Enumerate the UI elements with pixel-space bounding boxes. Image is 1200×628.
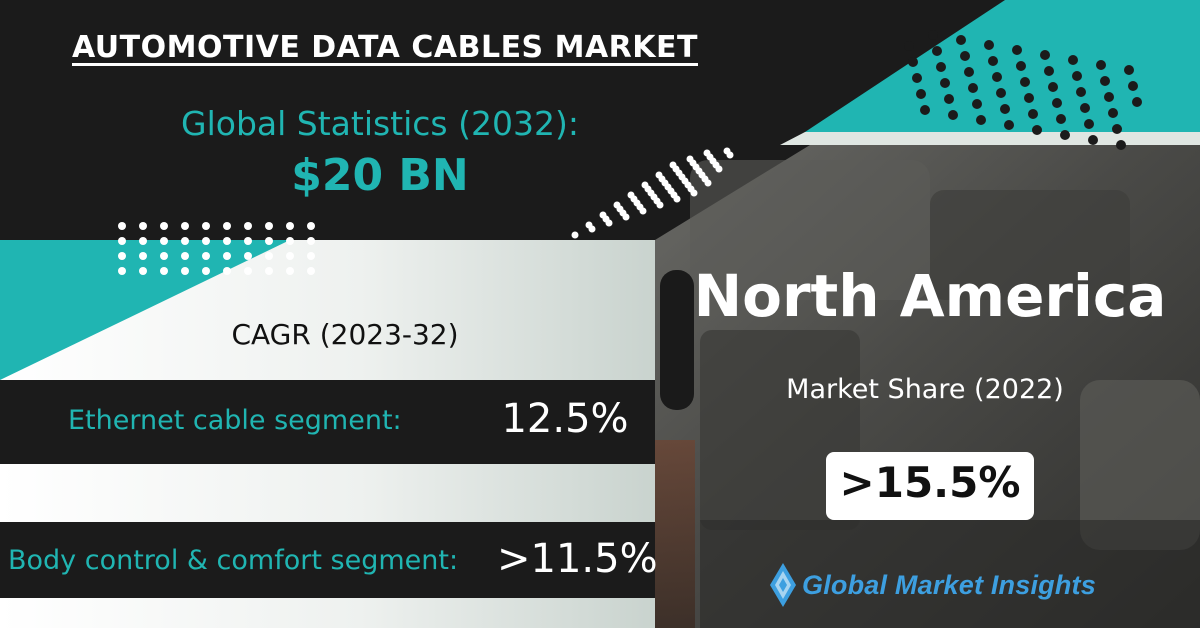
dot-pattern-right [904, 30, 1142, 150]
teal-triangle-left [0, 240, 290, 380]
global-stat-label: Global Statistics (2032): [181, 104, 579, 143]
segment-band-1 [0, 380, 655, 464]
region-name: North America [693, 262, 1167, 330]
dot-pattern-left [118, 222, 315, 275]
market-share-label: Market Share (2022) [786, 374, 1064, 405]
teal-triangle-right [805, 0, 1200, 132]
page-title: AUTOMOTIVE DATA CABLES MARKET [72, 30, 698, 65]
brand-logo: Global Market Insights [770, 563, 1096, 607]
global-stat-value: $20 BN [291, 150, 469, 201]
market-share-value: >15.5% [839, 458, 1021, 507]
market-share-box [826, 452, 1034, 520]
cagr-label: CAGR (2023-32) [231, 318, 459, 351]
segment-value-body-control: >11.5% [497, 536, 658, 582]
segment-label-body-control: Body control & comfort segment: [8, 545, 459, 576]
engine-photo [655, 145, 1200, 628]
segment-band-2 [0, 522, 655, 598]
diamond-logo-icon [770, 563, 796, 607]
brand-name: Global Market Insights [802, 569, 1096, 600]
segment-label-ethernet: Ethernet cable segment: [68, 405, 402, 436]
dot-pattern-diagonal [571, 147, 734, 239]
segment-value-ethernet: 12.5% [501, 396, 629, 442]
